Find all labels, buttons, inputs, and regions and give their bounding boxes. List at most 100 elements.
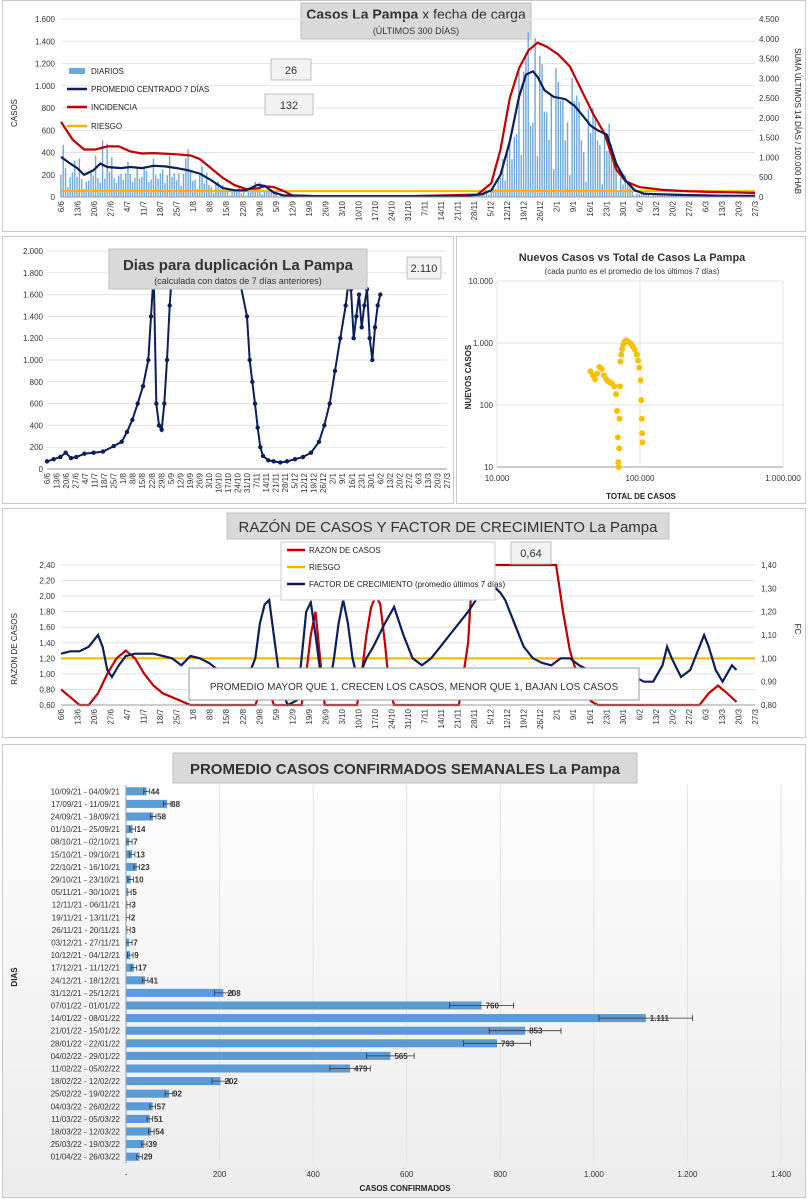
- daily-bar: [120, 173, 122, 197]
- ratio-x-tick: 26/9: [321, 708, 330, 724]
- doubling-x-tick: 11/7: [91, 472, 100, 488]
- doubling-point: [266, 458, 271, 463]
- daily-x-tick: 20/3: [734, 200, 743, 216]
- weekly-x-tick: 1.400: [771, 1170, 792, 1179]
- daily-bar: [275, 191, 277, 197]
- daily-x-tick: 28/11: [470, 200, 479, 220]
- doubling-x-tick: 13/2: [386, 472, 395, 488]
- scatter-y-tick: 1.000: [473, 339, 494, 348]
- daily-x-tick: 13/2: [652, 200, 661, 216]
- daily-x-tick: 29/8: [255, 200, 264, 216]
- weekly-value-label: 58: [157, 813, 166, 822]
- daily-bar: [508, 140, 511, 197]
- weekly-value-label: 10: [135, 876, 144, 885]
- daily-y2-tick: 2.000: [759, 114, 780, 123]
- daily-x-tick: 6/6: [57, 200, 66, 212]
- daily-x-tick: 14/11: [437, 200, 446, 220]
- doubling-point: [68, 455, 74, 461]
- ratio-y2-tick: 0,90: [761, 678, 777, 687]
- weekly-bar: [126, 1001, 482, 1010]
- ratio-y-tick: 2,40: [39, 561, 55, 570]
- daily-bar: [564, 140, 566, 197]
- weekly-chart: PROMEDIO CASOS CONFIRMADOS SEMANALES La …: [10, 752, 792, 1193]
- doubling-x-tick: 20/6: [62, 472, 71, 488]
- daily-bar: [594, 118, 596, 197]
- daily-bar: [543, 111, 546, 197]
- weekly-value-label: 2: [131, 913, 136, 922]
- daily-bar: [97, 177, 99, 197]
- daily-bar: [518, 72, 520, 197]
- daily-bar: [141, 177, 143, 197]
- weekly-value-label: 793: [501, 1039, 515, 1048]
- daily-bar: [94, 155, 97, 197]
- daily-bar: [559, 100, 562, 197]
- daily-bar: [483, 193, 485, 197]
- weekly-y-label: DIAS: [10, 967, 19, 987]
- doubling-x-tick: 27/3: [443, 472, 452, 488]
- daily-bar: [573, 101, 576, 197]
- daily-x-tick: 21/11: [454, 200, 463, 220]
- ratio-legend-riesgo: RIESGO: [309, 563, 340, 572]
- scatter-subtitle: (cada punto es el promedio de los último…: [545, 267, 720, 276]
- doubling-x-tick: 29/8: [157, 472, 166, 488]
- daily-bar: [273, 193, 275, 197]
- daily-bar: [511, 159, 513, 197]
- weekly-category-label: 24/12/21 - 18/12/21: [51, 976, 121, 985]
- daily-bar: [576, 95, 578, 197]
- ratio-value: 0,64: [520, 548, 541, 560]
- ratio-x-tick: 20/2: [668, 708, 677, 724]
- daily-bar: [629, 182, 631, 197]
- doubling-title: Dias para duplicación La Pampa: [123, 257, 354, 274]
- doubling-point: [250, 379, 255, 384]
- daily-bar: [194, 179, 196, 197]
- doubling-x-tick: 31/10: [243, 472, 252, 493]
- scatter-point: [635, 357, 642, 364]
- doubling-x-tick: 2/1: [329, 472, 338, 484]
- daily-bar: [226, 190, 229, 197]
- daily-bar: [148, 181, 150, 197]
- daily-bar: [492, 188, 495, 197]
- daily-y2-tick: 1.000: [759, 153, 780, 162]
- daily-bar: [247, 191, 249, 197]
- daily-bar: [155, 175, 157, 197]
- ratio-x-tick: 29/8: [255, 708, 264, 724]
- weekly-category-label: 07/01/22 - 01/01/22: [51, 1002, 121, 1011]
- weekly-x-tick: 200: [213, 1170, 227, 1179]
- doubling-chart: 0 200 400 600 800 1.000 1.200 1.400 1.600 1.800 2.…: [23, 247, 452, 493]
- weekly-category-label: 04/02/22 - 29/01/22: [51, 1052, 121, 1061]
- daily-y2-tick: 2.500: [759, 94, 780, 103]
- daily-bar: [478, 195, 481, 197]
- doubling-x-tick: 27/2: [405, 472, 414, 488]
- weekly-value-label: 17: [138, 964, 147, 973]
- weekly-bar: [126, 1039, 498, 1048]
- daily-bar: [495, 188, 497, 197]
- weekly-bar: [126, 1152, 140, 1161]
- ratio-x-tick: 10/10: [354, 708, 363, 729]
- daily-bar: [587, 109, 590, 197]
- ratio-x-tick: 21/11: [454, 708, 463, 728]
- daily-bar: [620, 177, 622, 197]
- daily-bar: [488, 194, 490, 197]
- weekly-bar: [126, 1114, 150, 1123]
- scatter-point: [633, 351, 640, 358]
- doubling-y-tick: 400: [30, 421, 44, 430]
- doubling-x-tick: 8/8: [129, 472, 138, 484]
- scatter-point: [617, 383, 624, 390]
- daily-bar: [640, 192, 643, 197]
- daily-bar: [175, 179, 178, 197]
- legend-diarios-swatch: [69, 68, 85, 74]
- daily-bar: [196, 189, 199, 197]
- weekly-value-label: 44: [151, 787, 160, 796]
- daily-x-tick: 18/7: [156, 200, 165, 216]
- daily-bar: [219, 188, 222, 197]
- ratio-x-tick: 6/6: [57, 708, 66, 720]
- daily-value-box-1: [270, 58, 312, 81]
- daily-bar: [527, 32, 529, 197]
- daily-bar: [552, 168, 555, 197]
- ratio-x-tick: 25/7: [173, 708, 182, 724]
- doubling-point: [164, 357, 170, 363]
- daily-y-tick: 1.200: [35, 60, 56, 69]
- doubling-x-tick: 16/1: [348, 472, 357, 488]
- doubling-x-tick: 20/2: [395, 472, 404, 488]
- doubling-x-tick: 24/10: [233, 472, 242, 493]
